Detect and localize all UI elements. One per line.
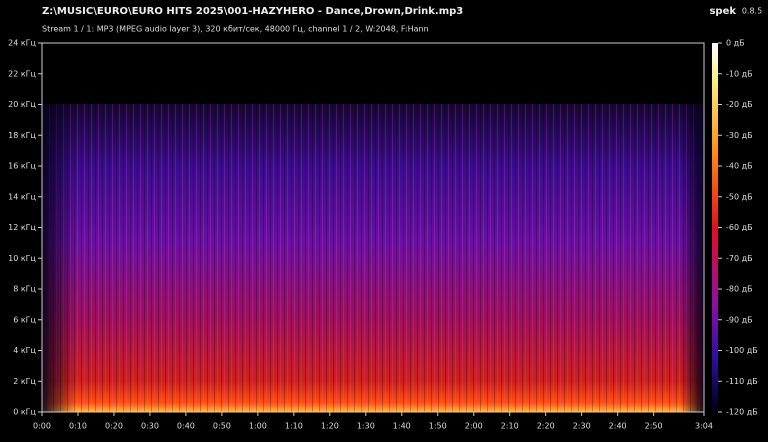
color-tick-label: -120 дБ [726, 408, 758, 417]
x-tick-label: 1:40 [393, 422, 411, 431]
y-tick-label: 20 кГц [8, 100, 36, 109]
x-tick-label: 0:10 [69, 422, 87, 431]
y-tick-label: 16 кГц [8, 162, 36, 171]
stream-info: Stream 1 / 1: MP3 (MPEG audio layer 3), … [42, 25, 429, 34]
spectrogram-texture [42, 104, 704, 412]
y-tick-label: 10 кГц [8, 254, 36, 263]
x-tick-label: 0:20 [105, 422, 123, 431]
x-tick-label: 2:10 [501, 422, 519, 431]
x-tick-label: 2:50 [645, 422, 663, 431]
y-tick-label: 8 кГц [13, 285, 36, 294]
color-tick-label: -100 дБ [726, 346, 758, 355]
x-tick-label: 1:00 [249, 422, 267, 431]
y-tick-label: 6 кГц [13, 315, 36, 324]
color-tick-label: -60 дБ [726, 223, 753, 232]
color-tick-label: -70 дБ [726, 254, 753, 263]
file-title: Z:\MUSIC\EURO\EURO HITS 2025\001-HAZYHER… [42, 6, 463, 17]
color-tick-label: -110 дБ [726, 377, 758, 386]
color-tick-label: -10 дБ [726, 69, 753, 78]
x-tick-label: 1:20 [321, 422, 339, 431]
y-tick-label: 14 кГц [8, 192, 36, 201]
color-bar [712, 43, 718, 412]
color-tick-label: 0 дБ [726, 39, 745, 48]
x-tick-label: 0:40 [177, 422, 195, 431]
app-name: spek [709, 6, 736, 17]
color-tick-label: -50 дБ [726, 192, 753, 201]
color-tick-label: -80 дБ [726, 285, 753, 294]
x-tick-label: 2:00 [465, 422, 483, 431]
spectrogram-fade-out [680, 104, 704, 412]
y-tick-label: 18 кГц [8, 131, 36, 140]
x-tick-label: 0:00 [33, 422, 51, 431]
x-tick-label: 1:10 [285, 422, 303, 431]
app-version: 0.8.5 [742, 7, 762, 16]
x-tick-label: 1:30 [357, 422, 375, 431]
y-tick-label: 24 кГц [8, 39, 36, 48]
y-tick-label: 2 кГц [13, 377, 36, 386]
color-tick-label: -20 дБ [726, 100, 753, 109]
x-tick-label: 2:40 [609, 422, 627, 431]
color-tick-label: -30 дБ [726, 131, 753, 140]
color-tick-label: -40 дБ [726, 162, 753, 171]
color-tick-label: -90 дБ [726, 315, 753, 324]
y-tick-label: 22 кГц [8, 69, 36, 78]
y-tick-label: 0 кГц [13, 408, 36, 417]
x-tick-label: 3:04 [695, 422, 713, 431]
spectrogram-fade-in [42, 104, 76, 412]
x-tick-label: 2:30 [573, 422, 591, 431]
axes: 0:00 0:10 0:20 0:30 0:40 0:50 1:00 1:10 1:20 1:30… [8, 39, 758, 431]
x-tick-label: 1:50 [429, 422, 447, 431]
x-tick-label: 0:50 [213, 422, 231, 431]
y-tick-label: 12 кГц [8, 223, 36, 232]
x-tick-label: 2:20 [537, 422, 555, 431]
x-tick-label: 0:30 [141, 422, 159, 431]
y-tick-label: 4 кГц [13, 346, 36, 355]
